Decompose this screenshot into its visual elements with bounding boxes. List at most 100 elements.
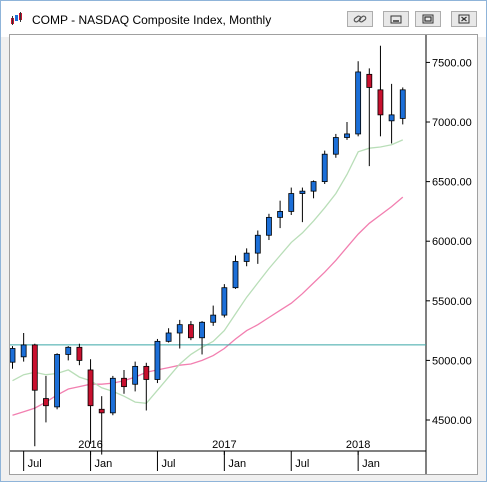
candle[interactable] — [43, 375, 49, 423]
candle-body — [143, 365, 150, 380]
candle[interactable] — [176, 319, 183, 349]
candle[interactable] — [355, 61, 362, 137]
candle-body — [109, 377, 116, 414]
candle[interactable] — [266, 213, 272, 241]
candle[interactable] — [20, 332, 27, 362]
candle[interactable] — [165, 328, 172, 343]
candle[interactable] — [87, 359, 94, 444]
candle-body — [366, 73, 373, 88]
candle-body — [332, 137, 339, 155]
candle-body — [243, 252, 250, 262]
candle-body — [98, 408, 105, 414]
candle-body — [221, 287, 228, 316]
x-year-label: 2016 — [78, 439, 102, 451]
candle-body — [199, 321, 205, 339]
candle[interactable] — [199, 321, 205, 355]
minimize-icon — [390, 15, 402, 24]
candlestick-chart[interactable]: 4500.00 5000.00 5500.00 6000.00 6500.00 7000.… — [9, 35, 477, 474]
candle-body — [43, 398, 49, 407]
close-button[interactable] — [451, 11, 477, 27]
candle[interactable] — [9, 346, 16, 369]
candle[interactable] — [366, 68, 373, 167]
candle[interactable] — [154, 338, 161, 384]
candle-body — [54, 354, 60, 408]
y-tick-label: 5500.00 — [432, 296, 472, 308]
candle[interactable] — [277, 200, 284, 229]
x-year-label: 2017 — [212, 439, 236, 451]
candle-body — [165, 332, 172, 342]
candle[interactable] — [243, 248, 250, 267]
candle-body — [210, 314, 217, 323]
candle-body — [299, 190, 306, 194]
candle-body — [176, 324, 183, 334]
candle-body — [399, 89, 406, 119]
chart-app-icon — [10, 12, 24, 26]
candle-body — [20, 344, 27, 358]
x-month-label: Jul — [161, 458, 175, 470]
y-tick-label: 6500.00 — [432, 177, 472, 189]
candle-body — [254, 234, 261, 254]
candle-body — [355, 71, 362, 135]
window-title: COMP - NASDAQ Composite Index, Monthly — [32, 13, 272, 27]
candle[interactable] — [187, 321, 194, 341]
x-month-label: Jul — [28, 458, 42, 470]
candle-body — [9, 348, 16, 363]
candle[interactable] — [399, 87, 406, 125]
candle[interactable] — [54, 353, 60, 410]
candle[interactable] — [31, 343, 38, 447]
candle-body — [321, 153, 328, 183]
candle-body — [344, 133, 350, 138]
candle-body — [132, 365, 139, 385]
candle-body — [65, 346, 72, 355]
candle[interactable] — [321, 150, 328, 184]
candle-body — [154, 340, 161, 380]
x-year-label: 2018 — [346, 439, 370, 451]
candle[interactable] — [310, 180, 317, 199]
chart-panel[interactable]: 4500.00 5000.00 5500.00 6000.00 6500.00 7000.… — [9, 34, 478, 475]
candle-body — [121, 377, 127, 388]
x-month-label: Jul — [295, 458, 309, 470]
candle[interactable] — [377, 45, 384, 137]
candle[interactable] — [98, 396, 105, 455]
candle[interactable] — [109, 375, 116, 416]
candle-body — [288, 193, 295, 212]
candle[interactable] — [299, 187, 306, 223]
title-bar[interactable]: COMP - NASDAQ Composite Index, Monthly — [1, 1, 486, 37]
candle[interactable] — [332, 133, 339, 158]
y-tick-label: 4500.00 — [432, 415, 472, 427]
link-button[interactable] — [347, 11, 373, 27]
candle[interactable] — [388, 83, 395, 144]
long-moving-average-line — [12, 196, 404, 416]
candle-body — [310, 181, 317, 192]
candle[interactable] — [76, 343, 83, 366]
candle-body — [377, 89, 384, 116]
candle[interactable] — [221, 284, 228, 318]
x-month-label: Jan — [362, 458, 380, 470]
candle-body — [232, 261, 239, 289]
candle[interactable] — [344, 122, 350, 140]
candle[interactable] — [254, 230, 261, 264]
y-tick-label: 7500.00 — [432, 57, 472, 69]
restore-button[interactable] — [415, 11, 441, 27]
minimize-button[interactable] — [383, 11, 409, 27]
candle[interactable] — [288, 187, 295, 215]
candle[interactable] — [121, 369, 127, 394]
y-tick-label: 7000.00 — [432, 117, 472, 129]
candle-body — [266, 216, 272, 236]
candle[interactable] — [143, 362, 150, 411]
close-icon — [458, 14, 470, 24]
x-month-label: Jan — [95, 458, 113, 470]
candle-body — [388, 114, 395, 122]
candle[interactable] — [232, 255, 239, 289]
candle[interactable] — [65, 346, 72, 361]
candle[interactable] — [210, 305, 217, 326]
x-month-label: Jan — [228, 458, 246, 470]
restore-icon — [422, 14, 434, 24]
y-tick-label: 5000.00 — [432, 355, 472, 367]
candle-body — [87, 369, 94, 407]
candle-body — [31, 344, 38, 391]
candle[interactable] — [132, 361, 139, 392]
y-tick-label: 6000.00 — [432, 236, 472, 248]
candle-body — [277, 211, 284, 218]
